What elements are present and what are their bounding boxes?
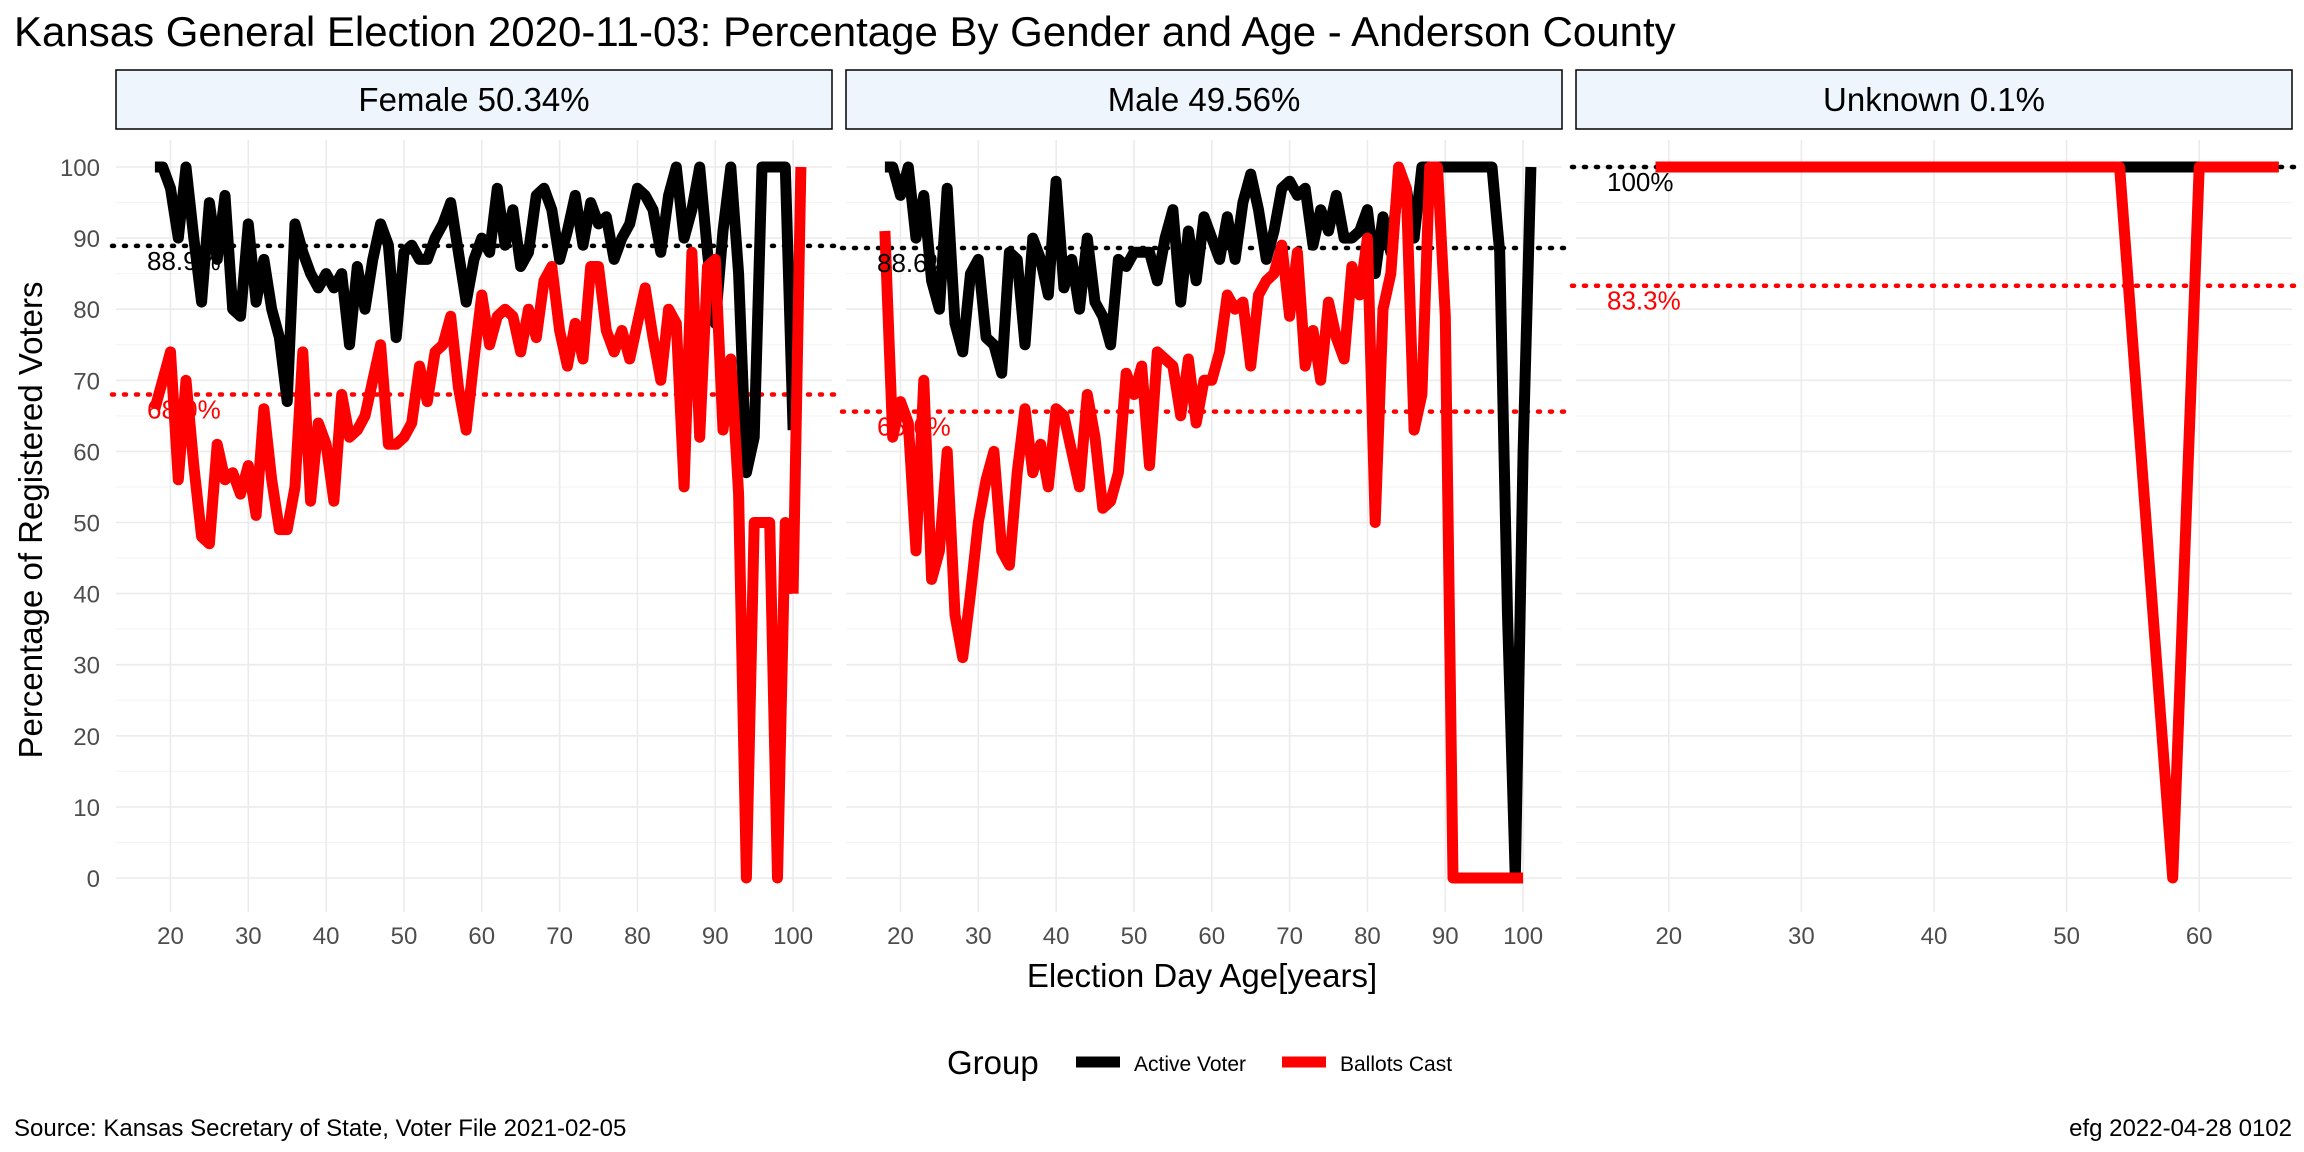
active-mean-label: 88.6% xyxy=(877,248,951,278)
x-tick-label: 50 xyxy=(2053,923,2080,950)
y-tick-label: 0 xyxy=(87,866,100,893)
panel-strip-label: Female 50.34% xyxy=(358,81,589,118)
panel-2: Male 49.56% 20 30 40 50 60 70 80 90 100 88.6% 65.6% xyxy=(839,69,1569,950)
legend-label: Ballots Cast xyxy=(1340,1053,1452,1076)
x-tick-label: 80 xyxy=(624,923,651,950)
y-tick-label: 30 xyxy=(73,653,100,680)
active-mean-label: 88.9% xyxy=(147,246,221,276)
panel-strip xyxy=(1575,69,2293,130)
y-tick-label: 90 xyxy=(73,226,100,253)
x-tick-label: 90 xyxy=(702,923,729,950)
ballots-cast-line xyxy=(149,246,799,884)
chart-title: Kansas General Election 2020-11-03: Perc… xyxy=(14,8,1676,55)
x-tick-label: 90 xyxy=(1432,923,1459,950)
x-tick-label: 40 xyxy=(313,923,340,950)
panel-strip xyxy=(845,69,1563,130)
x-tick-label: 30 xyxy=(1788,923,1815,950)
credit-caption: efg 2022-04-28 0102 xyxy=(2069,1115,2292,1142)
panel-strip-label: Male 49.56% xyxy=(1108,81,1301,118)
x-tick-label: 30 xyxy=(235,923,262,950)
panel-strip-label: Unknown 0.1% xyxy=(1823,81,2045,118)
panel-strip xyxy=(115,69,833,130)
x-tick-label: 20 xyxy=(157,923,184,950)
x-tick-label: 40 xyxy=(1921,923,1948,950)
x-tick-label: 50 xyxy=(391,923,418,950)
x-tick-label: 60 xyxy=(2186,923,2213,950)
y-axis-title: Percentage of Registered Voters xyxy=(12,282,49,759)
y-tick-label: 70 xyxy=(73,368,100,395)
x-tick-label: 70 xyxy=(1276,923,1303,950)
y-tick-label: 50 xyxy=(73,511,100,538)
x-tick-label: 60 xyxy=(1198,923,1225,950)
x-tick-label: 100 xyxy=(1503,923,1543,950)
x-tick-label: 30 xyxy=(965,923,992,950)
y-tick-label: 60 xyxy=(73,439,100,466)
x-tick-label: 60 xyxy=(468,923,495,950)
legend-label: Active Voter xyxy=(1134,1053,1246,1076)
ballots-cast-line xyxy=(1655,161,2279,884)
ballots-cast-line xyxy=(879,161,1524,884)
legend: Group Active Voter Ballots Cast xyxy=(947,1044,1452,1081)
ballots-mean-label: 65.6% xyxy=(877,412,951,442)
panel-3: Unknown 0.1% 20 30 40 50 60 100% 83.3% xyxy=(1569,69,2299,950)
y-tick-label: 20 xyxy=(73,724,100,751)
active-mean-label: 100% xyxy=(1607,167,1674,197)
y-tick-label: 80 xyxy=(73,297,100,324)
source-caption: Source: Kansas Secretary of State, Voter… xyxy=(14,1115,626,1142)
active-voter-line xyxy=(884,161,1537,884)
facet-panels: Female 50.34% 0 10 20 30 40 50 60 70 80 90 100 20 30 4… xyxy=(60,69,2299,950)
x-tick-label: 80 xyxy=(1354,923,1381,950)
x-tick-label: 50 xyxy=(1121,923,1148,950)
y-tick-label: 100 xyxy=(60,155,100,182)
ballots-cast-line-end xyxy=(787,166,807,594)
ballots-mean-label: 83.3% xyxy=(1607,286,1681,316)
y-tick-label: 40 xyxy=(73,582,100,609)
x-tick-label: 40 xyxy=(1043,923,1070,950)
panel-1: Female 50.34% 0 10 20 30 40 50 60 70 80 90 100 20 30 4… xyxy=(60,69,839,950)
legend-title: Group xyxy=(947,1044,1039,1081)
y-tick-label: 10 xyxy=(73,795,100,822)
x-tick-label: 20 xyxy=(1655,923,1682,950)
x-tick-label: 70 xyxy=(546,923,573,950)
x-axis-title: Election Day Age[years] xyxy=(1027,957,1377,994)
ballots-mean-label: 68.0% xyxy=(147,395,221,425)
active-voter-line xyxy=(154,161,799,479)
x-tick-label: 20 xyxy=(887,923,914,950)
x-tick-label: 100 xyxy=(773,923,813,950)
